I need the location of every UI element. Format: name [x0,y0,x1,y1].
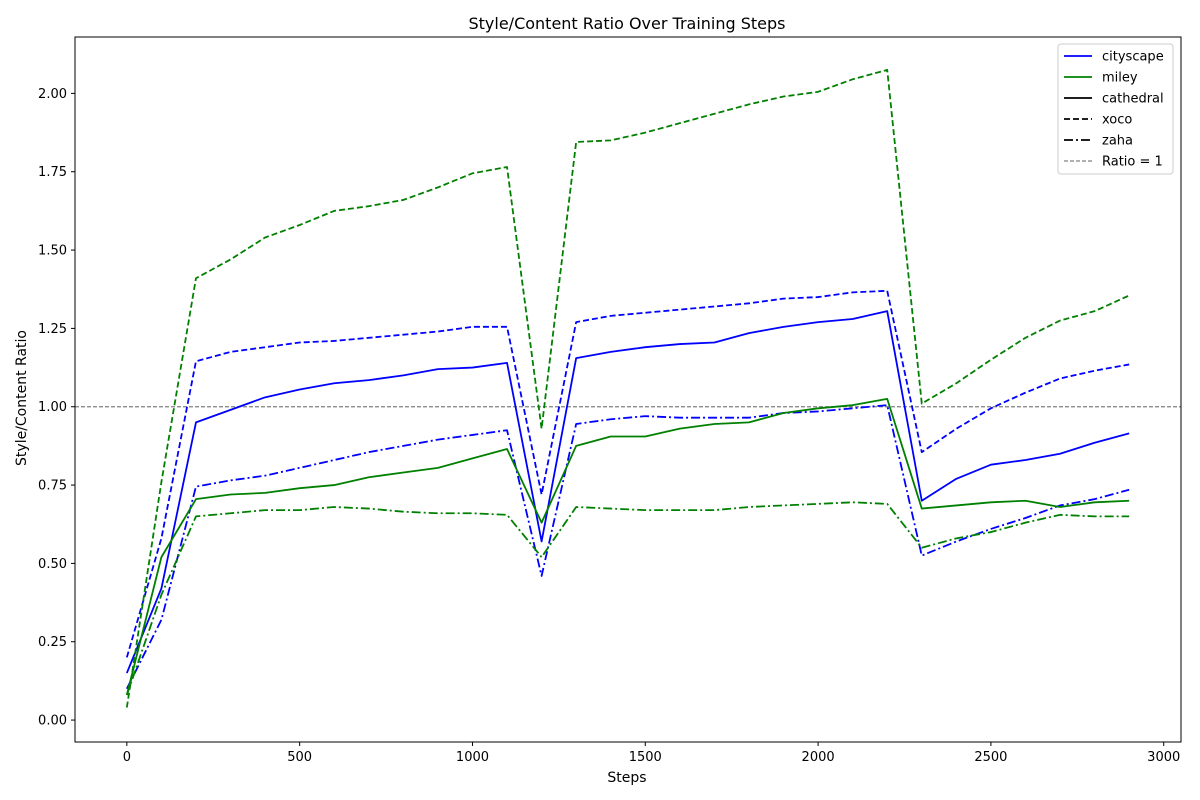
x-tick-label: 2500 [974,750,1007,765]
y-tick-label: 1.25 [38,322,67,337]
legend-label: cathedral [1102,92,1164,107]
y-tick-label: 1.50 [38,244,67,259]
series-line-miley-cathedral [125,397,1130,696]
legend-label: xoco [1102,113,1132,128]
series-line-cityscape-cathedral [126,310,1130,674]
legend-label: zaha [1102,134,1133,149]
chart-title: Style/Content Ratio Over Training Steps [468,14,785,33]
x-tick-label: 1000 [456,750,489,765]
x-tick-label: 1500 [629,750,662,765]
x-tick-label: 2000 [802,750,835,765]
legend-label: Ratio = 1 [1102,155,1163,170]
y-tick-label: 2.00 [38,87,67,102]
legend: cityscape miley cathedral xoco zaha Ratio = 1 [1057,43,1174,175]
y-tick-label: 0.75 [38,479,67,494]
axis-ticks: 0 500 1000 1500 2000 2500 3000 0.00 0.25 0.50 0.75… [38,87,1180,765]
y-tick-label: 0.00 [38,714,67,729]
series-line-cityscape-xoco [125,289,1130,658]
series-line-miley-zaha [125,501,1130,696]
series-line-cityscape-zaha [126,404,1130,690]
series-line-miley-xoco [125,69,1130,708]
plot-area [74,36,1182,743]
y-tick-label: 0.25 [38,635,67,650]
legend-label: miley [1102,71,1138,86]
x-axis-label: Steps [607,770,646,786]
x-tick-label: 500 [287,750,312,765]
plot-frame [74,36,1182,743]
y-tick-label: 0.50 [38,557,67,572]
y-tick-label: 1.00 [38,400,67,415]
y-tick-label: 1.75 [38,165,67,180]
legend-label: cityscape [1102,50,1164,65]
x-tick-label: 3000 [1147,750,1180,765]
y-axis-label: Style/Content Ratio [14,330,30,466]
x-tick-label: 0 [123,750,131,765]
